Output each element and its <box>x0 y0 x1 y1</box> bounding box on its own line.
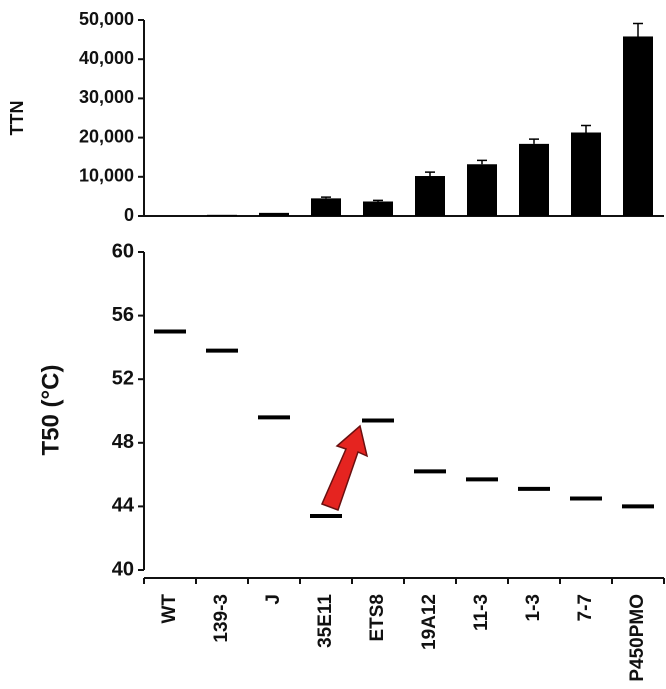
x-tick-label: 19A12 <box>419 594 440 650</box>
bar <box>259 212 289 216</box>
x-tick-label: ETS8 <box>367 594 388 642</box>
arrow <box>320 424 369 511</box>
bar <box>363 201 393 216</box>
error-bar <box>321 196 331 199</box>
x-tick-label: P450PMO <box>627 594 648 682</box>
x-tick-label: 7-7 <box>575 594 596 621</box>
error-bar <box>581 124 591 133</box>
y-tick-label: 60 <box>112 240 134 262</box>
y-tick-label: 20,000 <box>79 126 134 146</box>
bar <box>467 164 497 216</box>
x-tick-label: J <box>263 594 284 605</box>
y-tick-label: 40,000 <box>79 48 134 68</box>
x-tick-label: 139-3 <box>211 594 232 643</box>
y-tick-label: 30,000 <box>79 87 134 107</box>
bar <box>623 36 653 216</box>
bar <box>415 176 445 216</box>
y-tick-label: 56 <box>112 304 134 326</box>
bar <box>519 143 549 216</box>
bar <box>571 132 601 216</box>
error-bar <box>529 138 539 144</box>
error-bar <box>633 22 643 37</box>
y-tick-label: 0 <box>124 205 134 225</box>
bar <box>207 214 237 216</box>
y-tick-label: 10,000 <box>79 166 134 186</box>
y-tick-label: 40 <box>112 558 134 580</box>
error-bar <box>477 159 487 165</box>
y-tick-label: 50,000 <box>79 9 134 29</box>
error-bar <box>373 199 383 202</box>
x-tick-label: 1-3 <box>523 594 544 621</box>
y-tick-label: 44 <box>112 495 135 517</box>
error-bar <box>425 171 435 177</box>
y-axis-label: T50 (°C) <box>37 365 64 456</box>
bar <box>311 198 341 216</box>
x-tick-label: 35E11 <box>315 594 336 648</box>
x-tick-label: 11-3 <box>471 594 492 631</box>
y-tick-label: 48 <box>112 431 134 453</box>
y-tick-label: 52 <box>112 367 134 389</box>
x-tick-label: WT <box>159 594 180 624</box>
y-axis-label: TTN <box>7 101 27 136</box>
